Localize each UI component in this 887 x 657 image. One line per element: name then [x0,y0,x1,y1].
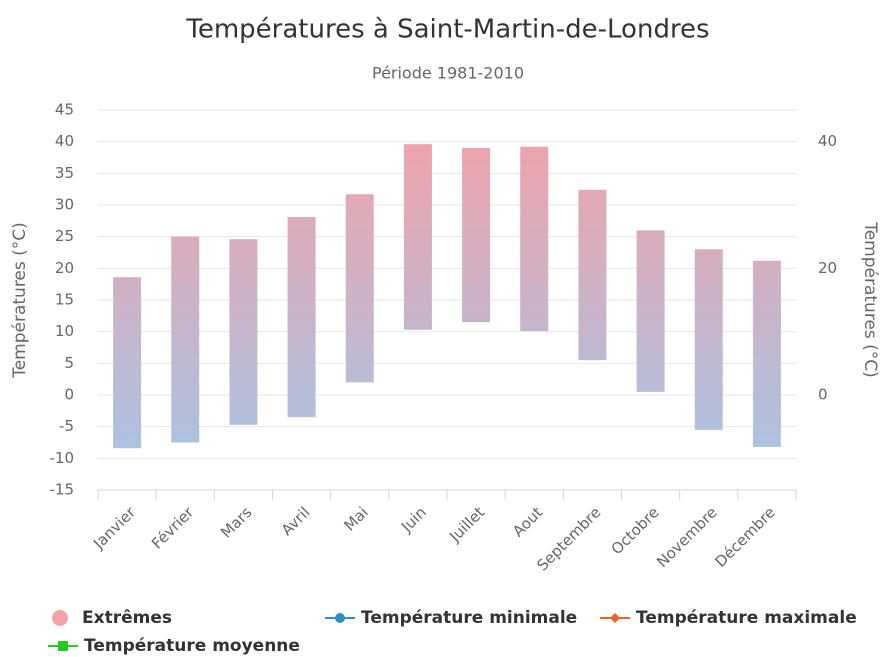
chart-subtitle: Période 1981-2010 [372,64,524,83]
range-bar [403,144,432,330]
y2-tick-label: 20 [818,259,837,277]
range-bar [171,236,200,443]
range-bar [752,260,781,447]
legend-label: Température moyenne [84,636,300,656]
chart-title: Températures à Saint-Martin-de-Londres [185,15,709,45]
x-tick-label: Avril [278,503,314,539]
y-axis-title: Températures (°C) [10,222,30,379]
y-tick-label: -10 [50,449,75,467]
y-tick-label: 35 [55,164,74,182]
range-bar [462,148,491,323]
y-tick-label: 5 [64,354,74,372]
range-bar [113,277,142,449]
y-tick-label: 15 [55,291,74,309]
y-tick-label: 0 [64,386,74,404]
x-tick-label: Mars [217,503,255,541]
x-tick-label: Mai [340,503,371,534]
y-tick-label: 45 [55,101,74,119]
range-bar [229,239,258,425]
y2-tick-label: 0 [818,386,828,404]
x-tick-label: Juin [397,503,430,536]
x-tick-label: Février [148,503,198,553]
y-tick-label: 30 [55,196,74,214]
y-tick-label: -15 [50,481,75,499]
x-tick-label: Décembre [711,503,779,571]
range-bar [345,194,374,383]
y-tick-label: 10 [55,322,74,340]
y-tick-label: 40 [55,132,74,150]
range-bar [578,189,607,361]
y2-tick-label: 40 [818,132,837,150]
y2-axis-title: Températures (°C) [860,221,880,378]
x-tick-label: Novembre [653,503,721,571]
range-bar [636,230,665,392]
legend-marker [610,613,620,623]
legend-label: Température minimale [361,608,577,628]
x-tick-label: Aout [509,503,546,540]
y-tick-label: 25 [55,227,74,245]
y-tick-label: 20 [55,259,74,277]
range-bar [520,146,549,332]
legend-label: Extrêmes [82,608,172,628]
legend-label: Température maximale [636,608,857,628]
legend-marker [52,610,68,626]
y-tick-label: -5 [59,417,74,435]
x-tick-label: Juillet [445,503,488,546]
legend-marker [58,641,68,651]
range-bar [694,249,723,430]
x-tick-label: Octobre [608,503,663,558]
legend-marker [335,613,345,623]
x-tick-label: Janvier [89,503,139,553]
range-bar [287,217,316,418]
